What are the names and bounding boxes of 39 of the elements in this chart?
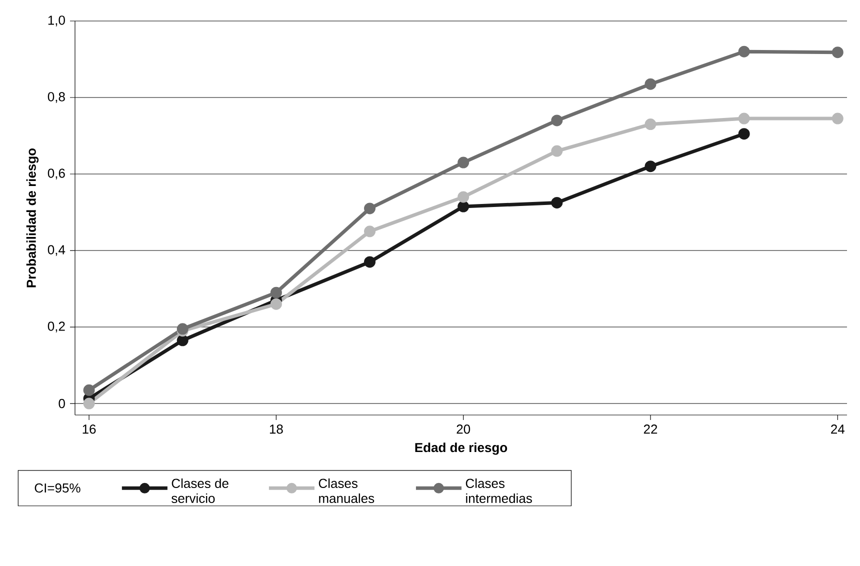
y-tick-label: 0,8 xyxy=(48,92,65,103)
legend-label: Clases de servicio xyxy=(172,478,228,504)
x-axis-title: Edad de riesgo xyxy=(415,442,508,455)
point xyxy=(551,114,563,126)
y-tick-label: 0,2 xyxy=(48,322,65,332)
point xyxy=(644,118,656,130)
point xyxy=(83,384,95,396)
x-tick-label: 18 xyxy=(270,424,283,434)
y-tick-label: 0,6 xyxy=(48,168,65,180)
point xyxy=(644,78,656,90)
y-tick-label: 1,0 xyxy=(48,16,65,26)
point xyxy=(458,156,470,168)
point xyxy=(364,256,376,268)
point xyxy=(270,286,282,298)
point xyxy=(176,334,188,346)
point xyxy=(738,112,750,124)
point xyxy=(364,226,376,238)
x-tick-label: 24 xyxy=(831,424,844,434)
point xyxy=(551,145,563,157)
point xyxy=(738,128,750,140)
point xyxy=(364,202,376,214)
x-tick-label: 20 xyxy=(456,424,470,434)
y-tick-label: 0,4 xyxy=(48,245,66,256)
x-tick-label: 22 xyxy=(644,424,658,434)
point xyxy=(83,398,95,410)
point xyxy=(458,191,470,203)
text: CI=95% xyxy=(34,483,80,493)
legend-label: Clases manuales xyxy=(318,478,374,504)
point xyxy=(832,46,844,58)
point xyxy=(644,160,656,172)
point xyxy=(832,112,844,124)
point xyxy=(738,46,750,58)
point xyxy=(270,298,282,310)
point xyxy=(551,196,563,208)
point xyxy=(458,200,470,212)
y-axis-title: Probabilidad de riesgo xyxy=(26,148,39,288)
legend-label: Clases intermedias xyxy=(466,478,532,504)
x-tick-label: 16 xyxy=(82,424,96,434)
y-tick-label: 0 xyxy=(58,398,65,408)
